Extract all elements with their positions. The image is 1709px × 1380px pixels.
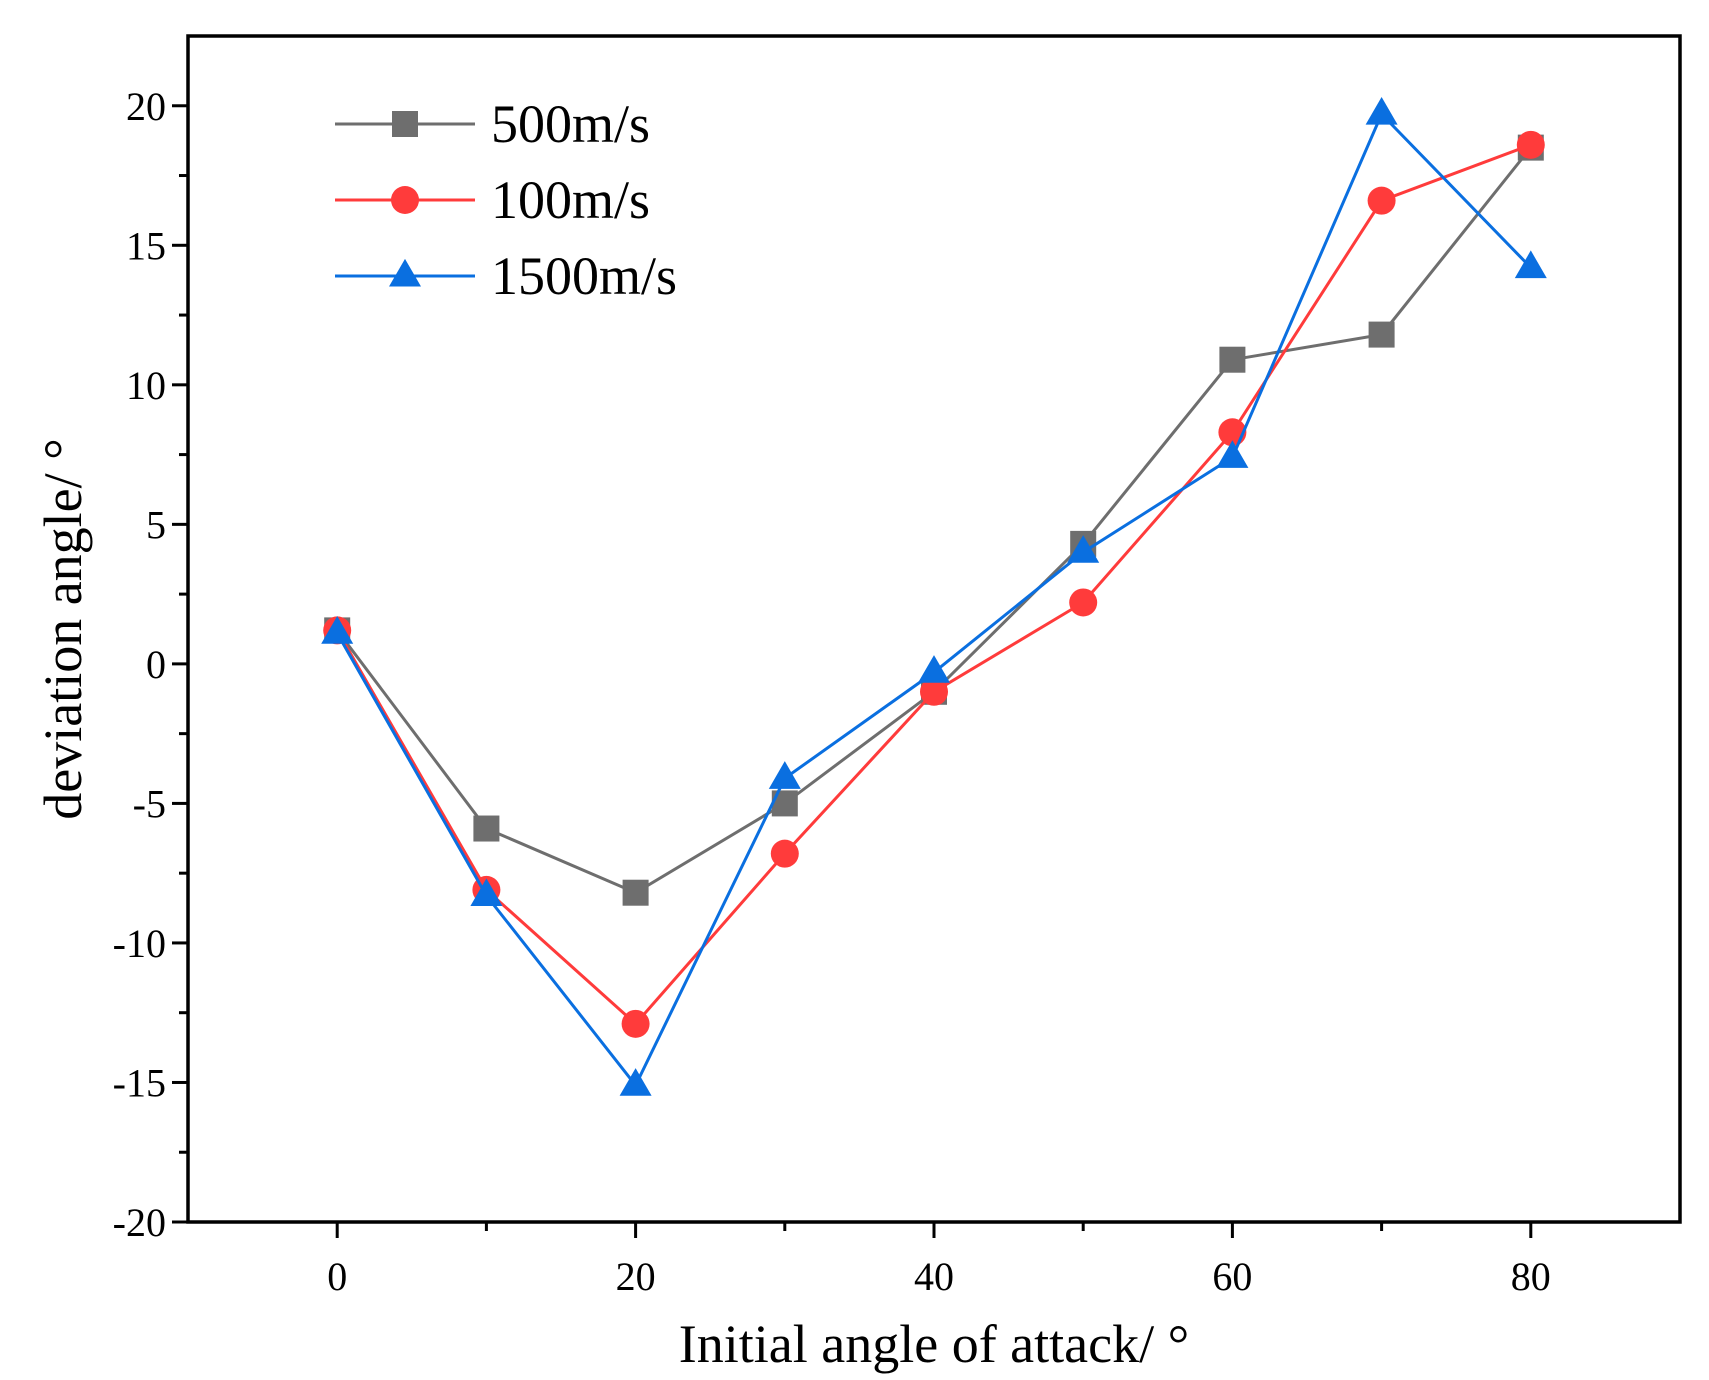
data-point [1069,588,1098,617]
x-tick-label: 40 [914,1254,954,1299]
data-point [1067,535,1100,563]
x-tick-label: 20 [616,1254,656,1299]
series-1500m/s [321,96,1547,1096]
x-tick-label: 80 [1511,1254,1551,1299]
plot-frame [186,34,1682,1224]
legend-marker [392,111,418,137]
y-axis-title: deviation angle/ ° [33,438,93,819]
legend-marker [389,258,421,287]
y-tick-label: 20 [126,84,166,129]
y-tick-label: -20 [113,1200,166,1245]
series-layer [321,96,1547,1096]
data-point [470,878,503,907]
x-tick-label: 60 [1212,1254,1252,1299]
data-point [1367,186,1396,215]
data-point [1368,321,1395,348]
data-point [918,655,950,683]
legend-item: 1500m/s [335,246,677,306]
legend-item: 100m/s [335,170,650,230]
legend-marker [391,186,419,214]
ticks-layer: 0 20 40 60 80 -20 -15 -10 -5 0 5 10 15 20 [113,84,1551,1299]
y-tick-label: 15 [126,223,166,268]
data-point [1219,346,1246,373]
x-axis-title: Initial angle of attack/ ° [679,1314,1189,1374]
x-tick-label: 0 [327,1254,347,1299]
data-point [619,1068,652,1096]
y-tick-label: 0 [146,642,166,687]
y-tick-label: 5 [146,502,166,547]
data-point [621,1009,650,1038]
data-point [1514,250,1547,279]
y-tick-label: 10 [126,363,166,408]
data-point [1516,130,1545,159]
y-tick-label: -5 [133,781,166,826]
legend-item: 500m/s [335,94,650,154]
legend-label: 100m/s [491,170,650,230]
legend-label: 500m/s [491,94,650,154]
data-point [770,839,799,868]
data-point [622,879,649,906]
data-point [768,761,801,789]
data-point [1216,440,1249,468]
data-point [920,677,948,706]
data-point [321,616,354,644]
legend: 500m/s 100m/s 1500m/s [335,94,677,306]
y-tick-label: -10 [113,921,166,966]
data-point [1365,96,1398,125]
y-tick-label: -15 [113,1060,166,1105]
data-point [473,815,500,842]
legend-label: 1500m/s [491,246,677,306]
